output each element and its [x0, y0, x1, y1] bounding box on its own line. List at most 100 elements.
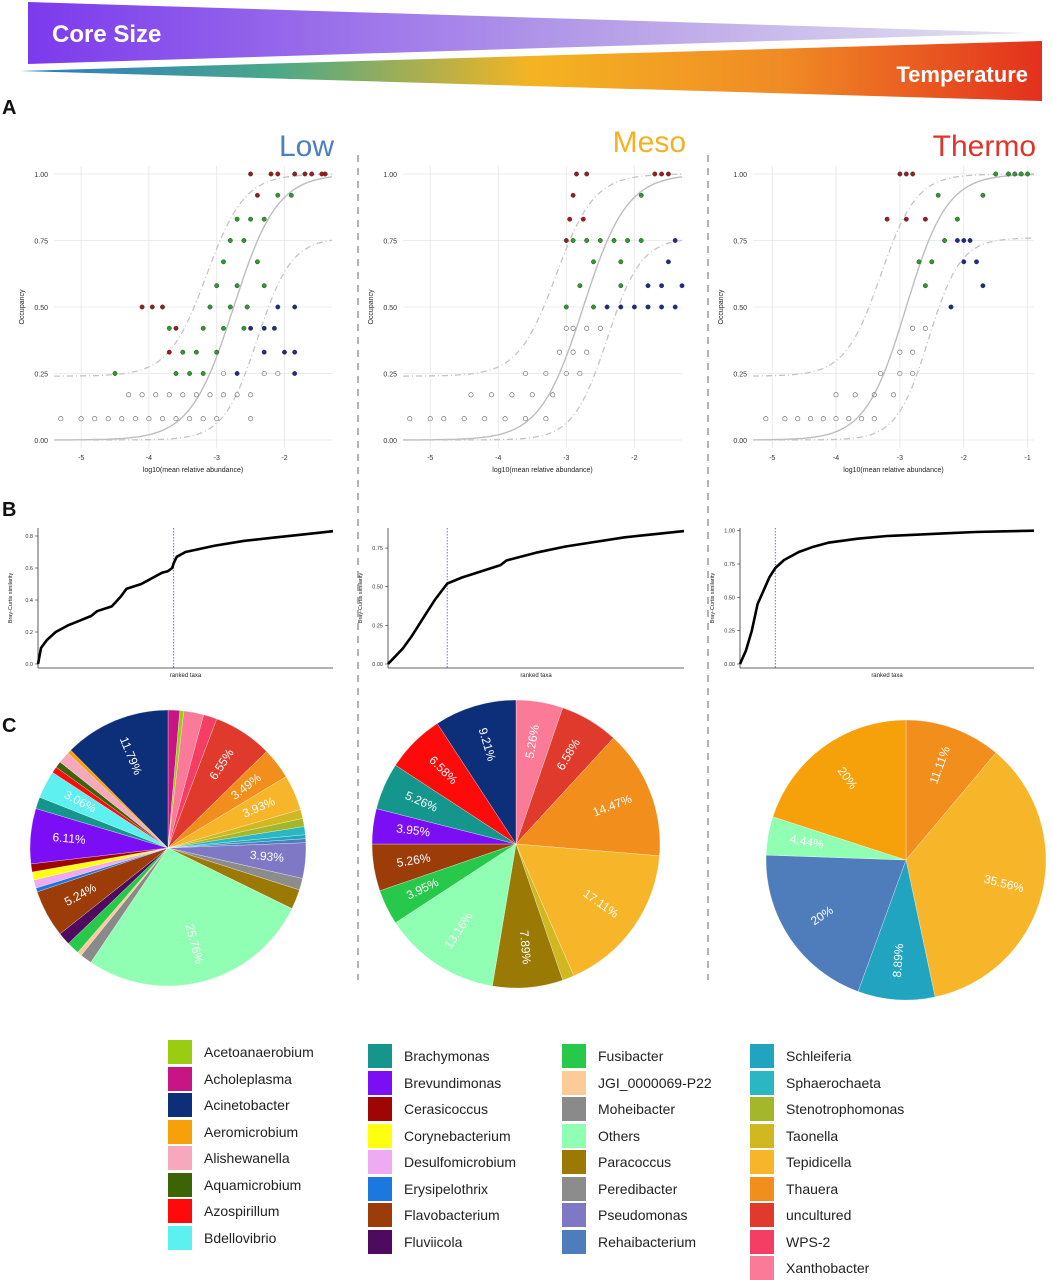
point-shared [955, 216, 960, 222]
point-shared [241, 325, 247, 331]
fit-curve [752, 173, 1035, 441]
legend-swatch [168, 1119, 192, 1144]
legend-label: Moheibacter [598, 1101, 676, 1117]
point-shared [173, 371, 179, 376]
point-other [58, 416, 64, 422]
point-core [275, 171, 281, 177]
point-shared [234, 216, 240, 222]
point-other [173, 416, 179, 422]
point-shared [929, 259, 935, 265]
legend-item: Rehaibacterium [562, 1229, 696, 1254]
point-other [275, 370, 281, 377]
point-other [78, 416, 84, 422]
legend-swatch [750, 1123, 774, 1148]
point-abundant [961, 238, 967, 243]
pie-slice-thauera [515, 737, 661, 857]
point-shared [1018, 171, 1024, 177]
legend-item: Desulfomicrobium [368, 1150, 516, 1174]
point-other [820, 416, 826, 422]
point-shared [221, 325, 226, 331]
pie-slice-label: 8.89% [890, 943, 906, 978]
legend-swatch [750, 1150, 774, 1174]
legend-label: Thauera [786, 1180, 839, 1197]
legend-item: Alishewanella [168, 1146, 290, 1170]
point-shared [261, 283, 267, 289]
y-tick-label: 0.0 [25, 662, 33, 668]
point-other [261, 370, 267, 377]
point-other [577, 370, 583, 377]
point-shared [254, 259, 260, 265]
pie-slice-rehaibacterium [765, 854, 907, 992]
point-shared [611, 238, 617, 243]
legend-item: Brevundimonas [368, 1070, 501, 1095]
y-tick-label: 0.25 [372, 623, 383, 629]
core-pies: 6.55%3.49%3.93%3.93%25.76%5.24%6.11%3.06… [29, 699, 1047, 1001]
point-other [214, 416, 220, 422]
point-other [234, 392, 240, 398]
legend-label: Acinetobacter [204, 1097, 290, 1113]
y-tick-label: 0.00 [383, 438, 397, 445]
point-shared [241, 238, 247, 243]
point-shared [935, 192, 941, 198]
y-axis-title: Occupancy [19, 289, 26, 325]
legend-item: Aeromicrobium [168, 1119, 298, 1144]
legend-item: Schleiferia [750, 1044, 851, 1068]
occupancy-facet-low: 0.00 0.25 0.50 0.75 1.00 -5 -4 -3 -2 log10(mean r… [19, 166, 333, 474]
point-other [795, 416, 801, 422]
legend-item: Sphaerochaeta [750, 1070, 881, 1095]
point-other [859, 416, 865, 422]
point-shared [584, 238, 590, 243]
point-other [570, 349, 576, 355]
point-other [833, 392, 839, 398]
legend-label: Bdellovibrio [204, 1229, 277, 1246]
similarity-curve [738, 529, 1035, 665]
y-tick-label: 0.00 [34, 438, 48, 445]
point-shared [248, 216, 254, 222]
point-other [207, 392, 213, 398]
legend-label: Aquamicrobium [204, 1176, 302, 1193]
legend-label: Cerasicoccus [404, 1101, 489, 1117]
group-title-low: Low [279, 130, 334, 163]
legend-item: Brachymonas [368, 1044, 490, 1068]
x-axis-title: ranked taxa [871, 673, 903, 679]
point-other [597, 325, 603, 331]
pie-slice-label: 3.93% [249, 848, 285, 865]
point-other [782, 416, 788, 422]
point-core [910, 171, 916, 177]
pie-slice-label: 3.95% [395, 821, 431, 839]
point-core [302, 171, 308, 177]
point-abundant [659, 304, 664, 310]
bray-curtis-low: 0.0 0.2 0.4 0.6 0.8 ranked taxa Bray-Curtis si… [8, 528, 334, 679]
x-tick-label: -1 [1024, 455, 1030, 462]
point-other [563, 370, 569, 377]
point-core [248, 171, 254, 177]
x-tick-label: -3 [563, 455, 569, 462]
point-abundant [948, 304, 954, 310]
point-other [220, 392, 227, 398]
legend-label: Schleiferia [786, 1048, 852, 1064]
group-title-meso: Meso [613, 126, 686, 159]
point-other [153, 392, 159, 398]
pie-slice-label: 4.44% [789, 832, 825, 852]
legend-label: Tepidicella [786, 1154, 852, 1170]
point-shared [1006, 171, 1011, 177]
legend-item: Fluviicola [368, 1229, 462, 1254]
point-other [871, 392, 877, 398]
point-core [139, 304, 145, 310]
legend-swatch [750, 1229, 774, 1254]
y-tick-label: 0.00 [724, 662, 735, 668]
pie-slice-aeromicrobium [772, 719, 907, 861]
point-other [550, 392, 556, 398]
bray-curtis-thermo: 0.00 0.25 0.50 0.75 1.00 ranked taxa Bray-Curt… [710, 528, 1035, 679]
y-tick-label: 1.00 [724, 529, 735, 535]
point-abundant [980, 283, 986, 289]
legend-swatch [750, 1176, 774, 1201]
point-other [878, 370, 884, 377]
occupancy-panels: 0.00 0.25 0.50 0.75 1.00 -5 -4 -3 -2 log10(mean r… [19, 166, 1035, 474]
point-core [254, 192, 260, 198]
legend-swatch [168, 1172, 192, 1197]
point-other [482, 416, 488, 422]
x-tick-label: -5 [78, 455, 84, 462]
legend-label: Acetoanaerobium [204, 1044, 314, 1060]
point-other [529, 392, 535, 398]
